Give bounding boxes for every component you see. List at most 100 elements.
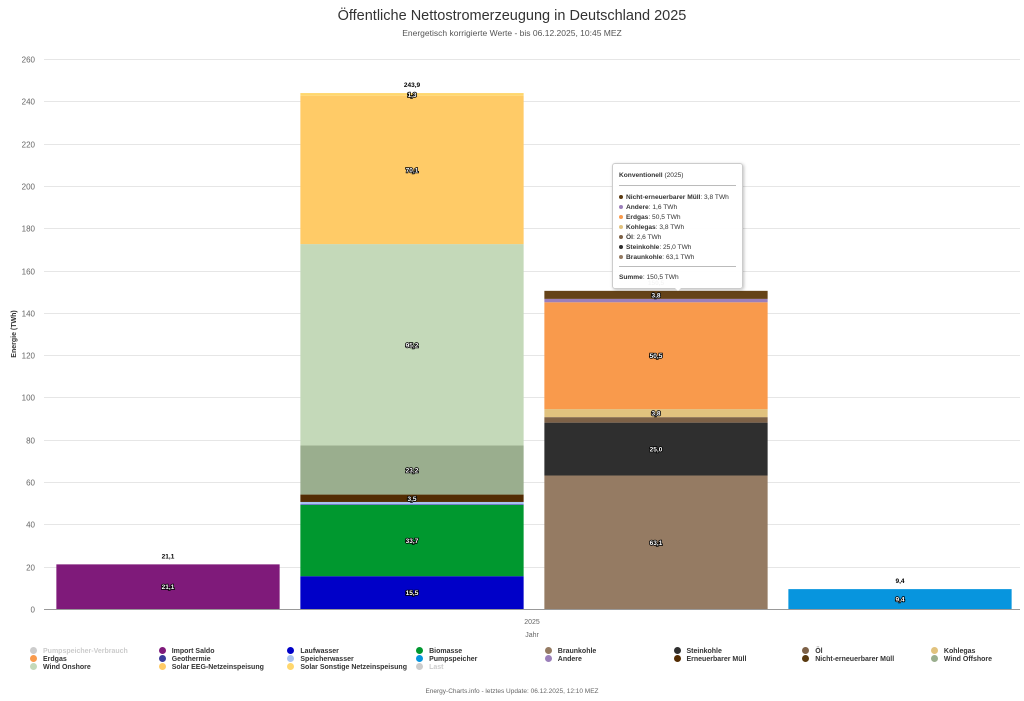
legend-item[interactable]: Laufwasser	[287, 647, 339, 655]
legend-dot-icon	[802, 655, 810, 662]
tooltip-divider	[619, 266, 736, 267]
legend-dot-icon	[30, 663, 37, 670]
bar-segment[interactable]	[300, 576, 524, 609]
y-tick-label: 120	[22, 352, 36, 361]
legend-dot-icon	[930, 647, 938, 654]
bar-segment[interactable]	[544, 417, 768, 423]
bar-segment[interactable]	[300, 445, 524, 495]
tooltip-row: Andere: 1,6 TWh	[619, 204, 677, 211]
legend-item[interactable]: Erdgas	[30, 655, 67, 663]
legend-item[interactable]: Erneuerbarer Müll	[673, 655, 746, 663]
segment-label: 9,4	[895, 597, 904, 604]
legend-item[interactable]: Braunkohle	[544, 647, 597, 655]
tooltip: Konventionell (2025) Nicht-erneuerbarer …	[612, 163, 743, 289]
bar-segment[interactable]	[300, 494, 524, 502]
legend-item[interactable]: Solar EEG-Netzeinspeisung	[158, 663, 264, 671]
segment-label: 15,5	[406, 590, 419, 597]
segment-label: 23,2	[406, 468, 419, 475]
legend-item[interactable]: Andere	[544, 655, 582, 663]
tooltip-divider	[619, 185, 736, 186]
legend-item[interactable]: Biomasse	[416, 647, 462, 655]
legend-label: Biomasse	[429, 648, 463, 655]
y-tick-label: 20	[26, 564, 35, 573]
legend-dot-icon	[158, 663, 166, 670]
bar-segment[interactable]	[544, 475, 768, 609]
bar-segment[interactable]	[544, 290, 768, 299]
legend-item[interactable]: Import Saldo	[158, 647, 214, 655]
legend-label: Braunkohle	[557, 648, 597, 655]
legend-item[interactable]: Nicht-erneuerbarer Müll	[802, 655, 894, 663]
legend-label: Solar EEG-Netzeinspeisung	[171, 664, 264, 671]
tooltip-header: Konventionell (2025)	[619, 172, 684, 179]
bar-segment[interactable]	[300, 504, 524, 577]
y-tick-label: 160	[22, 268, 36, 277]
legend-label: Steinkohle	[686, 648, 722, 655]
tooltip-row-value: : 63,1 TWh	[662, 254, 695, 261]
bar-segment[interactable]	[544, 302, 768, 410]
bars	[56, 93, 1012, 609]
bar-segment[interactable]	[300, 95, 524, 245]
legend-label: Nicht-erneuerbarer Müll	[815, 656, 895, 663]
legend-label: Geothermie	[171, 656, 211, 663]
bar-segment[interactable]	[300, 501, 524, 505]
segment-label: 33,7	[406, 538, 419, 545]
legend-dot-icon	[158, 647, 166, 654]
tooltip-row-name: Steinkohle	[626, 244, 660, 251]
legend-label: Pumpspeicher-Verbrauch	[43, 648, 128, 655]
bar-segment[interactable]	[544, 422, 768, 476]
legend-item[interactable]: Last	[416, 663, 444, 671]
bar-segment[interactable]	[544, 298, 768, 303]
legend-dot-icon	[930, 655, 938, 662]
legend-label: Pumpspeicher	[429, 656, 478, 663]
tooltip-sum-value: 150,5 TWh	[646, 274, 679, 281]
footer-credit: Energy-Charts.info - letztes Update: 06.…	[425, 688, 599, 695]
legend-item[interactable]: Geothermie	[158, 655, 211, 663]
bar-segment[interactable]	[300, 93, 524, 96]
legend-dot-icon	[30, 655, 37, 662]
legend-item[interactable]: Wind Onshore	[30, 663, 91, 671]
chart-subtitle: Energetisch korrigierte Werte - bis 06.1…	[402, 28, 622, 38]
bar-segment[interactable]	[300, 504, 524, 506]
bar-segment[interactable]	[544, 409, 768, 418]
x-axis-label: Jahr	[525, 632, 539, 639]
legend-item[interactable]: Öl	[802, 647, 823, 655]
bar-group-konventionell[interactable]	[544, 290, 768, 609]
bar-group-erneuerbar[interactable]	[300, 93, 524, 609]
tooltip-row: Öl: 2,6 TWh	[619, 234, 661, 241]
tooltip-row-name: Braunkohle	[626, 254, 663, 261]
legend-item[interactable]: Pumpspeicher-Verbrauch	[30, 647, 128, 655]
legend-item[interactable]: Steinkohle	[673, 647, 722, 655]
bar-segment[interactable]	[788, 589, 1012, 609]
legend-item[interactable]: Solar Sonstige Netzeinspeisung	[287, 663, 407, 671]
bar-segment[interactable]	[56, 564, 280, 609]
legend-dot-icon	[416, 655, 424, 662]
legend-item[interactable]: Pumpspeicher	[416, 655, 477, 663]
legend-dot-icon	[158, 655, 166, 662]
tooltip-row-name: Kohlegas	[626, 224, 656, 231]
tooltip-row-name: Andere	[626, 204, 649, 211]
y-tick-label: 200	[22, 183, 36, 192]
y-tick-label: 0	[31, 606, 36, 615]
y-axis-label: Energie (TWh)	[11, 310, 18, 357]
tooltip-row-name: Nicht-erneuerbarer Müll	[626, 194, 701, 201]
legend-label: Speicherwasser	[300, 656, 354, 663]
tooltip-row: Erdgas: 50,5 TWh	[619, 214, 681, 221]
tooltip-row: Kohlegas: 3,8 TWh	[619, 224, 684, 231]
y-tick-label: 260	[22, 56, 36, 65]
legend-item[interactable]: Wind Offshore	[930, 655, 992, 663]
bar-group-import-saldo[interactable]	[56, 564, 280, 609]
y-tick-label: 180	[22, 225, 36, 234]
legend-item[interactable]: Speicherwasser	[287, 655, 354, 663]
bar-segment[interactable]	[300, 244, 524, 446]
legend-dot-icon	[544, 655, 552, 662]
data-labels: 21,1 21,1 15,5 33,7 3,5 23,2 95,2 70,1 1,3 243,9 6…	[161, 82, 906, 604]
total-label: 243,9	[404, 82, 421, 89]
legend-item[interactable]: Kohlegas	[930, 647, 975, 655]
total-label: 9,4	[895, 578, 904, 585]
bar-group-pumpspeicher[interactable]	[788, 589, 1012, 609]
tooltip-row-value: : 25,0 TWh	[659, 244, 692, 251]
series-dot-icon	[619, 235, 623, 240]
segment-label: 25,0	[650, 447, 663, 454]
segment-label: 70,1	[406, 167, 419, 174]
legend-label: Solar Sonstige Netzeinspeisung	[300, 664, 407, 671]
